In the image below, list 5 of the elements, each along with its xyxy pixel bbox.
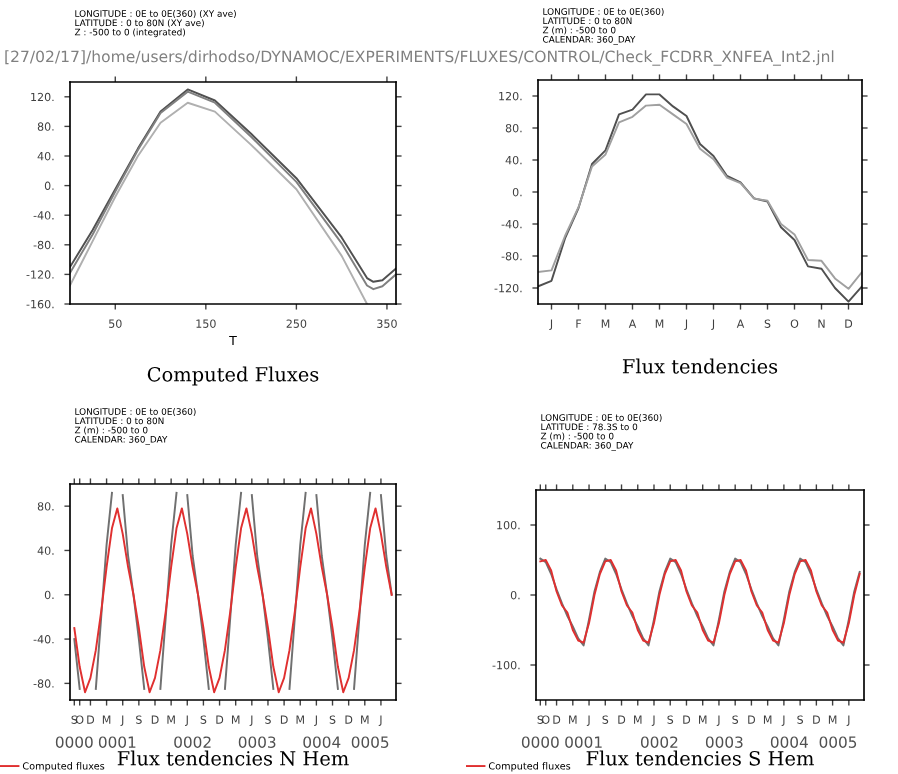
text: Computed Fluxes bbox=[147, 366, 319, 386]
text: Flux tendencies S Hem bbox=[586, 750, 814, 766]
line-series bbox=[70, 101, 368, 304]
text: Flux tendencies bbox=[622, 358, 778, 374]
text: Flux tendencies N Hem bbox=[117, 750, 349, 766]
